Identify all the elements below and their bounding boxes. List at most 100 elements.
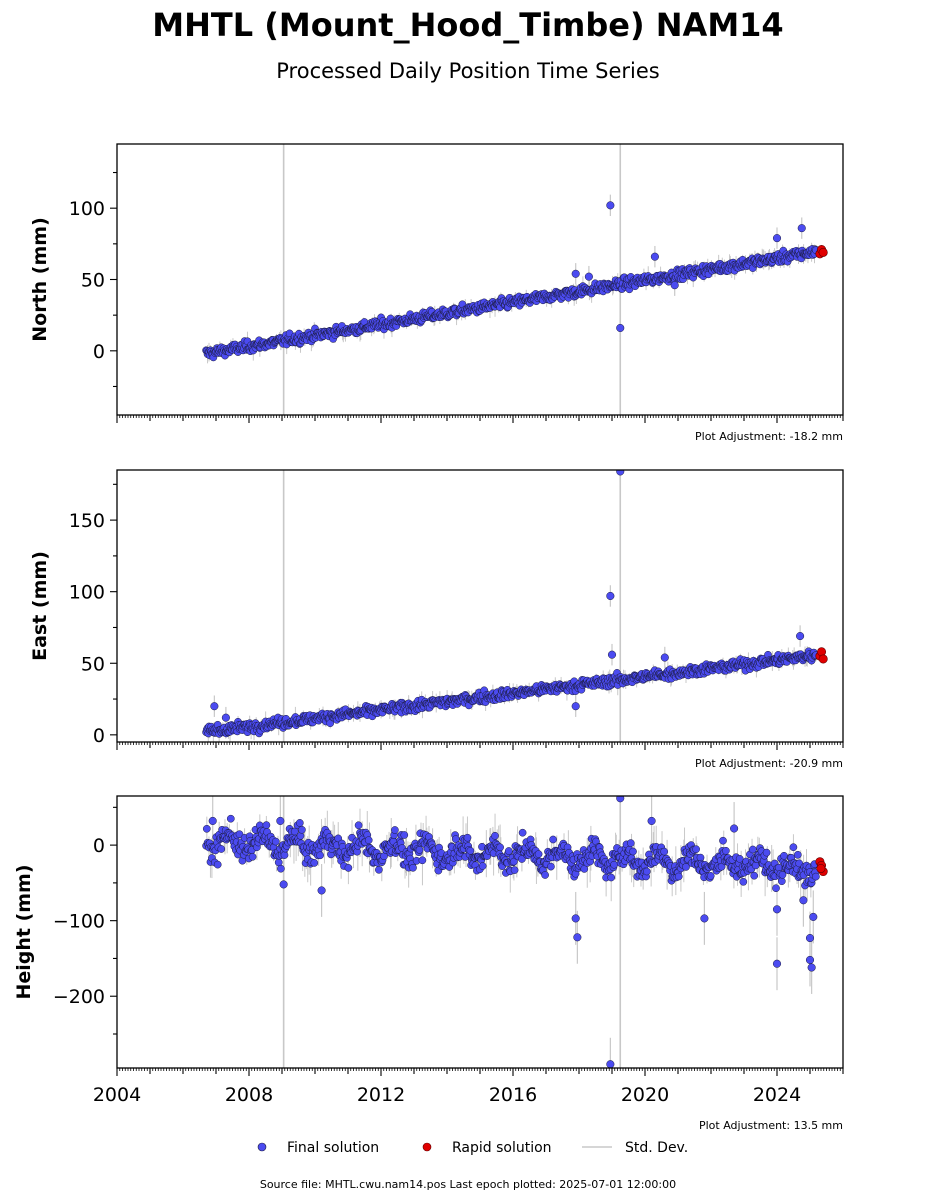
x-tick-label: 2016 bbox=[489, 1084, 537, 1106]
final-point bbox=[221, 713, 230, 722]
final-point bbox=[772, 959, 782, 968]
final-point bbox=[276, 816, 285, 825]
y-axis-label: Height (mm) bbox=[13, 864, 35, 999]
y-axis-label: East (mm) bbox=[29, 551, 51, 661]
final-point bbox=[391, 826, 399, 834]
final-point bbox=[772, 905, 782, 914]
legend-rapid-marker bbox=[422, 1142, 432, 1152]
legend-final-label: Final solution bbox=[287, 1140, 379, 1156]
final-point bbox=[463, 833, 472, 842]
x-tick-label: 2024 bbox=[753, 1084, 801, 1106]
legend: Final solution Rapid solution Std. Dev. bbox=[257, 1140, 688, 1156]
y-tick-label: 0 bbox=[93, 835, 105, 857]
final-point bbox=[226, 814, 235, 823]
final-point bbox=[478, 862, 487, 870]
plot-area bbox=[202, 144, 828, 415]
final-point bbox=[271, 837, 280, 846]
final-point bbox=[310, 859, 319, 867]
axes-frame bbox=[116, 143, 844, 416]
final-point bbox=[772, 234, 782, 243]
x-tick-label: 2004 bbox=[93, 1084, 141, 1106]
final-point bbox=[279, 880, 288, 889]
final-point bbox=[316, 851, 324, 860]
final-point bbox=[217, 845, 226, 853]
final-point bbox=[812, 872, 820, 881]
final-point bbox=[748, 845, 757, 854]
final-point bbox=[670, 281, 679, 290]
final-point bbox=[660, 847, 669, 856]
final-point bbox=[354, 821, 363, 830]
final-point bbox=[799, 896, 808, 905]
final-point bbox=[510, 866, 519, 874]
plot-adjustment-label: Plot Adjustment: -20.9 mm bbox=[695, 757, 843, 770]
final-point bbox=[797, 224, 806, 233]
final-point bbox=[650, 252, 659, 261]
final-point bbox=[541, 871, 549, 879]
final-point bbox=[606, 1060, 615, 1068]
final-point bbox=[730, 824, 739, 833]
final-point bbox=[660, 653, 669, 662]
rapid-point bbox=[818, 654, 828, 664]
final-point bbox=[262, 821, 271, 829]
final-point bbox=[364, 836, 373, 845]
plot-area bbox=[202, 796, 828, 1068]
x-tick-label: 2008 bbox=[225, 1084, 273, 1106]
final-point bbox=[793, 850, 802, 859]
plot-adjustment-label: Plot Adjustment: -18.2 mm bbox=[695, 430, 843, 443]
y-tick-label: 100 bbox=[69, 198, 105, 220]
final-point bbox=[674, 872, 683, 881]
panel-3: −200 −100 0 2004 2008 2012 2016 2020 2024 Height … bbox=[13, 795, 844, 1132]
final-point bbox=[616, 796, 625, 803]
final-point bbox=[809, 912, 818, 921]
final-point bbox=[496, 843, 504, 852]
y-tick-label: 100 bbox=[69, 582, 105, 604]
final-point bbox=[807, 963, 816, 972]
final-point bbox=[210, 702, 219, 711]
final-point bbox=[344, 864, 353, 872]
panels: 0 50 100 North (mm) Plot Adjustment: -18.2 m… bbox=[13, 143, 844, 1132]
final-point bbox=[616, 470, 625, 476]
final-point bbox=[805, 955, 815, 965]
y-tick-label: 0 bbox=[93, 341, 105, 363]
final-point bbox=[400, 831, 409, 839]
final-point bbox=[607, 650, 617, 659]
final-point bbox=[571, 914, 580, 923]
final-point bbox=[626, 839, 635, 847]
final-point bbox=[466, 846, 475, 855]
final-point bbox=[415, 846, 424, 854]
x-tick-label: 2020 bbox=[621, 1084, 669, 1106]
final-point bbox=[719, 836, 727, 845]
rapid-point bbox=[818, 247, 828, 257]
final-point bbox=[629, 847, 637, 856]
chart-title: MHTL (Mount_Hood_Timbe) NAM14 bbox=[152, 6, 783, 44]
final-point bbox=[549, 835, 557, 844]
final-point bbox=[717, 862, 726, 871]
final-point bbox=[317, 886, 326, 895]
final-point bbox=[208, 816, 217, 825]
final-point bbox=[518, 828, 527, 837]
final-point bbox=[796, 632, 805, 641]
final-point bbox=[534, 850, 543, 858]
final-point bbox=[298, 825, 306, 834]
y-tick-label: −100 bbox=[53, 911, 105, 933]
y-tick-label: 50 bbox=[81, 270, 105, 292]
final-point bbox=[805, 933, 815, 943]
final-point bbox=[607, 873, 616, 882]
final-point bbox=[491, 831, 499, 840]
final-point bbox=[573, 933, 582, 942]
final-point bbox=[778, 870, 787, 879]
final-point bbox=[700, 914, 709, 923]
final-point bbox=[584, 272, 593, 281]
final-point bbox=[606, 201, 615, 210]
final-point bbox=[706, 872, 715, 880]
plot-adjustment-label: Plot Adjustment: 13.5 mm bbox=[699, 1119, 843, 1132]
final-point bbox=[647, 816, 656, 825]
final-point bbox=[571, 702, 580, 711]
panel-1: 0 50 100 North (mm) Plot Adjustment: -18.2 m… bbox=[29, 143, 844, 443]
y-axis-label: North (mm) bbox=[29, 217, 51, 342]
final-point bbox=[642, 867, 651, 876]
final-point bbox=[780, 851, 788, 860]
legend-rapid-label: Rapid solution bbox=[452, 1140, 552, 1156]
panel-2: 0 50 100 150 East (mm) Plot Adjustment: -20.9… bbox=[29, 469, 844, 770]
